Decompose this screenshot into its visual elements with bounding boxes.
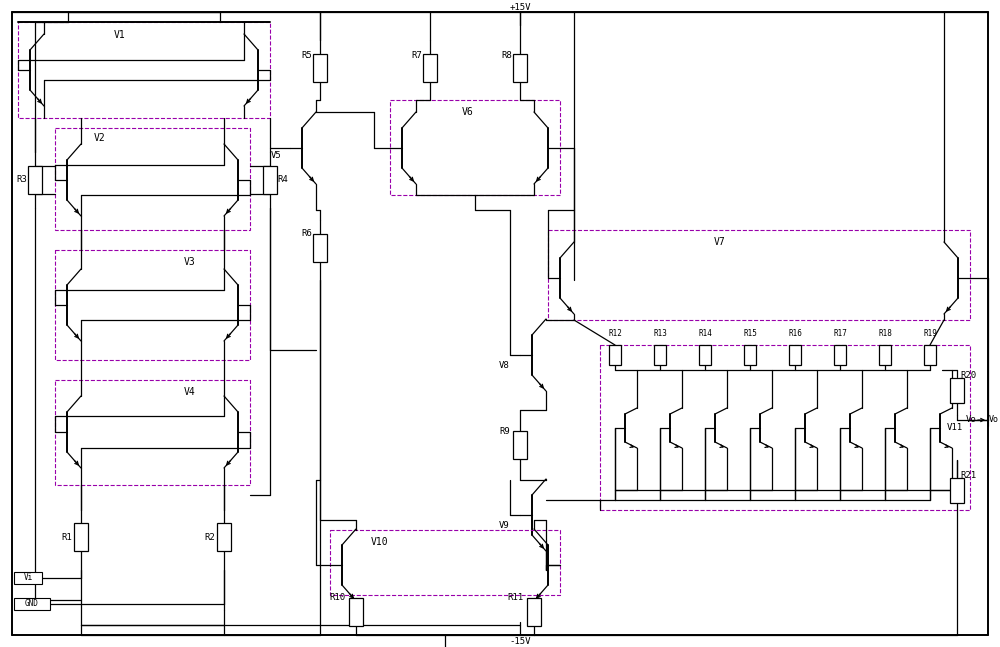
Bar [263, 166, 277, 194]
Bar [18, 22, 270, 118]
Text: Vo: Vo [989, 415, 999, 424]
Text: R7: R7 [412, 50, 422, 60]
Text: R5: R5 [302, 50, 312, 60]
Text: R20: R20 [960, 371, 976, 380]
Bar [527, 598, 541, 626]
Text: V4: V4 [184, 387, 196, 397]
Text: V8: V8 [499, 360, 509, 369]
Bar [513, 54, 527, 82]
Bar [789, 345, 801, 365]
Text: V7: V7 [714, 237, 726, 247]
Text: R16: R16 [788, 329, 802, 338]
Bar [600, 345, 970, 510]
Text: +15V: +15V [509, 3, 531, 12]
Text: R11: R11 [507, 593, 523, 602]
FancyBboxPatch shape [14, 598, 50, 610]
Text: Vi: Vi [23, 573, 33, 582]
Text: R10: R10 [329, 593, 345, 602]
Text: R12: R12 [608, 329, 622, 338]
Text: R14: R14 [698, 329, 712, 338]
Text: R8: R8 [502, 50, 512, 60]
Bar [924, 345, 936, 365]
Bar [313, 54, 327, 82]
Text: -15V: -15V [509, 637, 531, 646]
Text: V9: V9 [499, 520, 509, 529]
Text: V11: V11 [947, 424, 963, 432]
Bar [55, 250, 250, 360]
Text: R13: R13 [653, 329, 667, 338]
Bar [879, 345, 891, 365]
Bar [28, 166, 42, 194]
FancyBboxPatch shape [14, 572, 42, 584]
Text: R18: R18 [878, 329, 892, 338]
Bar [744, 345, 756, 365]
Bar [74, 523, 88, 551]
Bar [513, 431, 527, 459]
Text: V1: V1 [114, 30, 126, 40]
Text: R15: R15 [743, 329, 757, 338]
Text: V2: V2 [94, 133, 106, 143]
Bar [217, 523, 231, 551]
Bar [423, 54, 437, 82]
Bar [330, 530, 560, 595]
Text: R17: R17 [833, 329, 847, 338]
Bar [654, 345, 666, 365]
Text: GND: GND [25, 600, 39, 608]
Text: V10: V10 [371, 537, 389, 547]
Bar [699, 345, 711, 365]
Bar [950, 377, 964, 402]
Bar [609, 345, 621, 365]
Bar [313, 234, 327, 262]
Bar [55, 380, 250, 485]
Text: R3: R3 [17, 175, 27, 184]
Bar [349, 598, 363, 626]
Text: R4: R4 [278, 175, 288, 184]
Text: R1: R1 [62, 532, 72, 542]
Bar [834, 345, 846, 365]
Bar [548, 230, 970, 320]
Text: V6: V6 [462, 107, 474, 117]
Text: Vo: Vo [965, 415, 976, 424]
Text: V3: V3 [184, 257, 196, 267]
Bar [55, 128, 250, 230]
Text: R21: R21 [960, 472, 976, 481]
Text: R2: R2 [205, 532, 215, 542]
Text: R6: R6 [302, 230, 312, 239]
Text: V5: V5 [271, 151, 281, 160]
Bar [390, 100, 560, 195]
Text: R9: R9 [500, 428, 510, 437]
Bar [950, 477, 964, 503]
Text: R19: R19 [923, 329, 937, 338]
